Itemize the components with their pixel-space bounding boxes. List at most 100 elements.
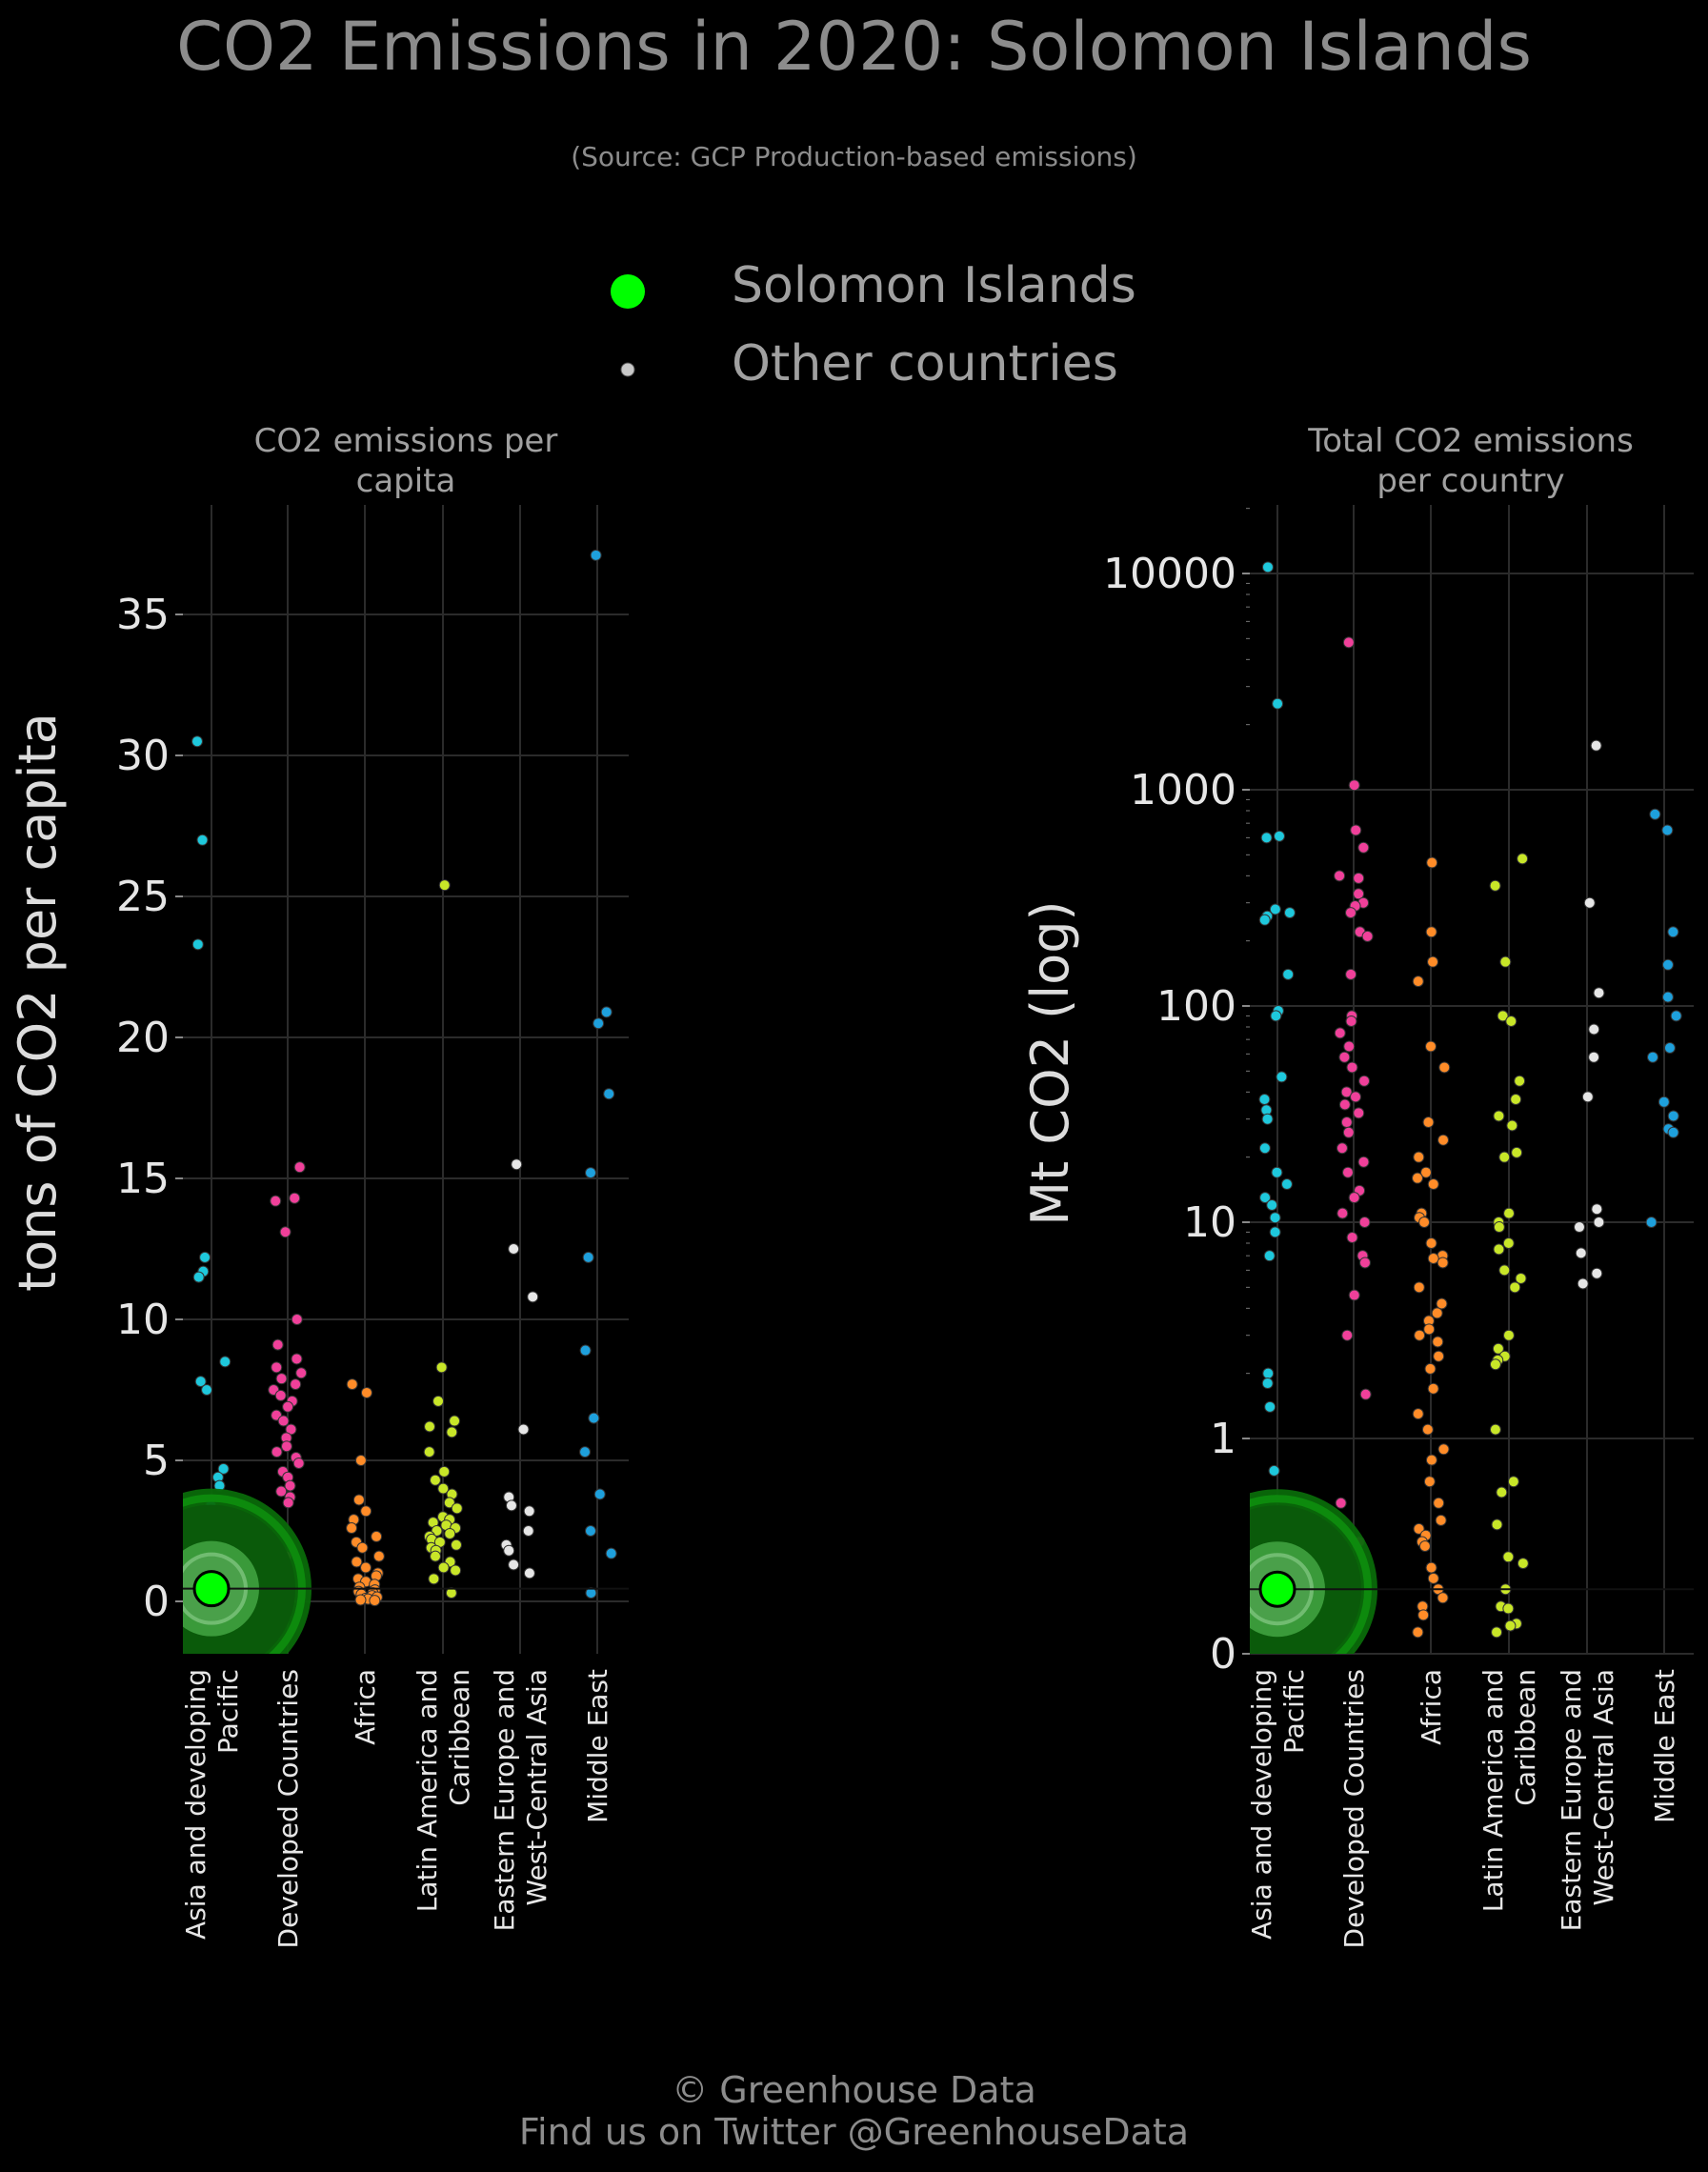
panel-title-per-capita: CO2 emissions per capita: [253, 422, 558, 500]
category-label-per-capita-2: Africa: [350, 1669, 381, 1745]
data-point-total: [1427, 1382, 1439, 1395]
data-point-total: [1424, 1362, 1437, 1375]
data-point-total: [1436, 1297, 1448, 1310]
data-point-total: [1492, 1342, 1504, 1355]
tick-label-per-capita-2: 10: [116, 1296, 170, 1344]
data-point-total: [1661, 958, 1674, 971]
data-point-per-capita: [292, 1457, 305, 1469]
data-point-total: [1334, 1027, 1346, 1039]
data-point-per-capita: [429, 1474, 441, 1486]
data-point-per-capita: [446, 1426, 458, 1438]
data-point-total: [1342, 1126, 1355, 1138]
data-point-total: [1353, 1107, 1365, 1119]
data-point-total: [1341, 1166, 1354, 1178]
data-point-total: [1491, 1518, 1503, 1531]
data-point-total: [1425, 1237, 1437, 1249]
data-point-total: [1423, 1476, 1436, 1488]
data-point-total: [1510, 1094, 1522, 1106]
tick-label-per-capita-3: 15: [116, 1155, 170, 1203]
data-point-per-capita: [603, 1088, 615, 1100]
data-point-total: [1353, 888, 1365, 900]
data-point-total: [1357, 841, 1370, 854]
category-label-total-4: Eastern Europe and: [1556, 1669, 1587, 1931]
data-point-per-capita: [289, 1192, 301, 1204]
data-point-per-capita: [593, 1488, 606, 1500]
data-point-total: [1353, 872, 1365, 884]
data-point-total: [1268, 1464, 1280, 1477]
data-point-total: [1575, 1247, 1587, 1259]
data-point-total: [1427, 1572, 1439, 1584]
data-point-total: [1489, 1423, 1501, 1436]
data-point-total: [1493, 1243, 1505, 1256]
data-point-total: [1438, 1061, 1451, 1074]
data-point-total: [1491, 1626, 1503, 1639]
data-point-total: [1412, 1408, 1424, 1420]
category-label-total-4: West-Central Asia: [1588, 1669, 1619, 1905]
data-point-per-capita: [508, 1243, 520, 1255]
data-point-per-capita: [445, 1587, 457, 1599]
data-point-per-capita: [505, 1499, 517, 1512]
category-label-per-capita-0: Asia and developing: [180, 1669, 211, 1940]
data-point-total: [1581, 1091, 1594, 1103]
data-point-per-capita: [346, 1522, 358, 1535]
data-point-per-capita: [360, 1386, 372, 1398]
data-point-total: [1437, 1592, 1449, 1604]
data-point-total: [1261, 1113, 1274, 1125]
data-point-per-capita: [354, 1594, 367, 1606]
data-point-per-capita: [191, 938, 204, 951]
data-point-total: [1345, 968, 1357, 980]
tick-label-per-capita-5: 25: [116, 873, 170, 921]
data-point-per-capita: [284, 1479, 296, 1492]
data-point-total: [1422, 1116, 1435, 1129]
data-point-per-capita: [511, 1158, 523, 1171]
highlight-halo-total: [1250, 1489, 1377, 1654]
data-point-total: [1350, 824, 1362, 836]
data-point-total: [1497, 1010, 1509, 1022]
data-point-per-capita: [432, 1395, 445, 1407]
data-point-total: [1591, 1203, 1603, 1216]
legend-label-highlight: Solomon Islands: [732, 257, 1136, 314]
data-point-total: [1348, 779, 1360, 792]
data-point-total: [1336, 1207, 1349, 1219]
data-point-total: [1593, 987, 1605, 999]
data-point-total: [1646, 1051, 1658, 1063]
data-point-total: [1413, 1522, 1425, 1535]
data-point-per-capita: [359, 1561, 372, 1574]
category-label-per-capita-3: Latin America and: [412, 1669, 443, 1912]
category-label-per-capita-4: West-Central Asia: [521, 1669, 553, 1905]
data-point-per-capita: [279, 1226, 291, 1238]
data-point-total: [1432, 1336, 1444, 1348]
data-point-per-capita: [194, 1376, 207, 1388]
data-point-per-capita: [270, 1195, 282, 1207]
category-label-per-capita-0: Pacific: [212, 1669, 244, 1754]
data-point-total: [1435, 1514, 1447, 1526]
data-point-total: [1419, 1166, 1432, 1178]
data-point-total: [1340, 1086, 1353, 1098]
data-point-total: [1498, 1264, 1511, 1277]
data-point-per-capita: [352, 1494, 365, 1506]
data-point-total: [1437, 1134, 1450, 1146]
data-point-per-capita: [579, 1446, 592, 1458]
data-point-total: [1517, 853, 1529, 865]
data-point-total: [1340, 1116, 1353, 1129]
data-point-per-capita: [517, 1423, 530, 1436]
data-point-total: [1258, 914, 1271, 926]
data-point-total: [1359, 1388, 1372, 1400]
data-point-total: [1427, 955, 1439, 968]
data-point-total: [1498, 1151, 1511, 1163]
data-point-per-capita: [449, 1415, 461, 1427]
data-point-total: [1263, 1250, 1276, 1262]
footer-credit: © Greenhouse Data: [672, 2069, 1036, 2111]
category-label-total-3: Latin America and: [1477, 1669, 1509, 1912]
data-point-total: [1335, 1497, 1347, 1509]
data-point-per-capita: [346, 1378, 358, 1391]
data-point-per-capita: [424, 1420, 436, 1433]
data-point-total: [1283, 907, 1296, 919]
data-point-per-capita: [584, 1525, 596, 1537]
data-point-per-capita: [371, 1530, 383, 1542]
data-point-per-capita: [196, 834, 209, 846]
data-point-per-capita: [437, 1482, 450, 1495]
data-point-total: [1338, 1051, 1351, 1063]
data-point-total: [1413, 1151, 1425, 1163]
footer: © Greenhouse Data Find us on Twitter @Gr…: [0, 2069, 1708, 2153]
